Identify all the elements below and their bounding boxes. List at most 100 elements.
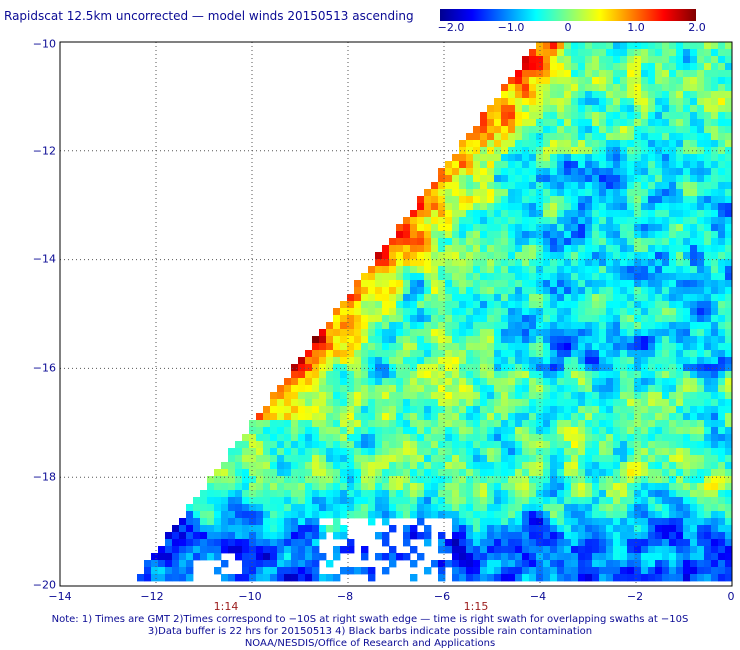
wind-cell xyxy=(417,364,425,372)
wind-cell xyxy=(284,525,292,533)
wind-cell xyxy=(333,462,341,470)
wind-cell xyxy=(305,574,313,582)
wind-cell xyxy=(599,315,607,323)
wind-cell xyxy=(592,511,600,519)
wind-cell xyxy=(683,518,691,526)
wind-cell xyxy=(277,469,285,477)
wind-cell xyxy=(676,77,684,85)
wind-cell xyxy=(452,203,460,211)
wind-cell xyxy=(676,553,684,561)
wind-cell xyxy=(277,553,285,561)
wind-cell xyxy=(228,455,236,463)
wind-cell xyxy=(452,497,460,505)
wind-cell xyxy=(725,189,733,197)
wind-cell xyxy=(564,91,572,99)
wind-cell xyxy=(571,301,579,309)
wind-cell xyxy=(669,42,677,50)
wind-cell xyxy=(396,280,404,288)
wind-cell xyxy=(669,273,677,281)
wind-cell xyxy=(487,280,495,288)
wind-cell xyxy=(466,343,474,351)
wind-cell xyxy=(711,140,719,148)
wind-cell xyxy=(620,385,628,393)
wind-cell xyxy=(501,140,509,148)
wind-cell xyxy=(361,329,369,337)
wind-cell xyxy=(655,140,663,148)
wind-cell xyxy=(620,140,628,148)
wind-cell xyxy=(599,189,607,197)
wind-cell xyxy=(354,343,362,351)
wind-cell xyxy=(662,84,670,92)
wind-cell xyxy=(627,567,635,575)
wind-cell xyxy=(494,140,502,148)
wind-cell xyxy=(557,378,565,386)
wind-cell xyxy=(186,532,194,540)
wind-cell xyxy=(319,329,327,337)
wind-cell xyxy=(151,574,159,582)
wind-cell xyxy=(529,161,537,169)
wind-cell xyxy=(340,322,348,330)
wind-cell xyxy=(452,280,460,288)
wind-cell xyxy=(459,497,467,505)
wind-cell xyxy=(620,210,628,218)
wind-cell xyxy=(683,406,691,414)
wind-cell xyxy=(620,413,628,421)
wind-cell xyxy=(704,385,712,393)
wind-cell xyxy=(354,490,362,498)
wind-cell xyxy=(326,469,334,477)
wind-cell xyxy=(543,84,551,92)
wind-cell xyxy=(326,497,334,505)
wind-cell xyxy=(431,385,439,393)
wind-cell xyxy=(697,210,705,218)
wind-cell xyxy=(613,532,621,540)
wind-cell xyxy=(515,539,523,547)
wind-cell xyxy=(599,70,607,78)
wind-cell xyxy=(662,406,670,414)
wind-cell xyxy=(613,329,621,337)
wind-cell xyxy=(697,574,705,582)
wind-cell xyxy=(669,448,677,456)
wind-cell xyxy=(627,105,635,113)
wind-cell xyxy=(319,378,327,386)
wind-cell xyxy=(529,392,537,400)
wind-cell xyxy=(312,539,320,547)
wind-cell xyxy=(396,224,404,232)
wind-cell xyxy=(242,525,250,533)
wind-cell xyxy=(564,434,572,442)
wind-cell xyxy=(382,308,390,316)
wind-cell xyxy=(515,371,523,379)
wind-cell xyxy=(634,259,642,267)
wind-cell xyxy=(417,518,425,526)
wind-cell xyxy=(718,91,726,99)
wind-cell xyxy=(508,189,516,197)
wind-cell xyxy=(704,560,712,568)
wind-cell xyxy=(424,406,432,414)
wind-cell xyxy=(529,84,537,92)
wind-cell xyxy=(557,406,565,414)
wind-cell xyxy=(641,350,649,358)
wind-cell xyxy=(522,224,530,232)
wind-cell xyxy=(585,105,593,113)
wind-cell xyxy=(452,483,460,491)
wind-cell xyxy=(438,448,446,456)
wind-cell xyxy=(431,413,439,421)
wind-cell xyxy=(466,196,474,204)
wind-cell xyxy=(494,329,502,337)
wind-cell xyxy=(452,399,460,407)
wind-cell xyxy=(298,371,306,379)
wind-cell xyxy=(333,469,341,477)
wind-cell xyxy=(529,469,537,477)
wind-cell xyxy=(655,273,663,281)
wind-cell xyxy=(494,105,502,113)
wind-cell xyxy=(536,336,544,344)
wind-cell xyxy=(515,518,523,526)
wind-cell xyxy=(627,161,635,169)
wind-cell xyxy=(627,483,635,491)
wind-cell xyxy=(711,210,719,218)
wind-cell xyxy=(683,392,691,400)
wind-cell xyxy=(382,301,390,309)
wind-cell xyxy=(592,266,600,274)
wind-cell xyxy=(711,546,719,554)
wind-cell xyxy=(627,154,635,162)
wind-cell xyxy=(718,490,726,498)
